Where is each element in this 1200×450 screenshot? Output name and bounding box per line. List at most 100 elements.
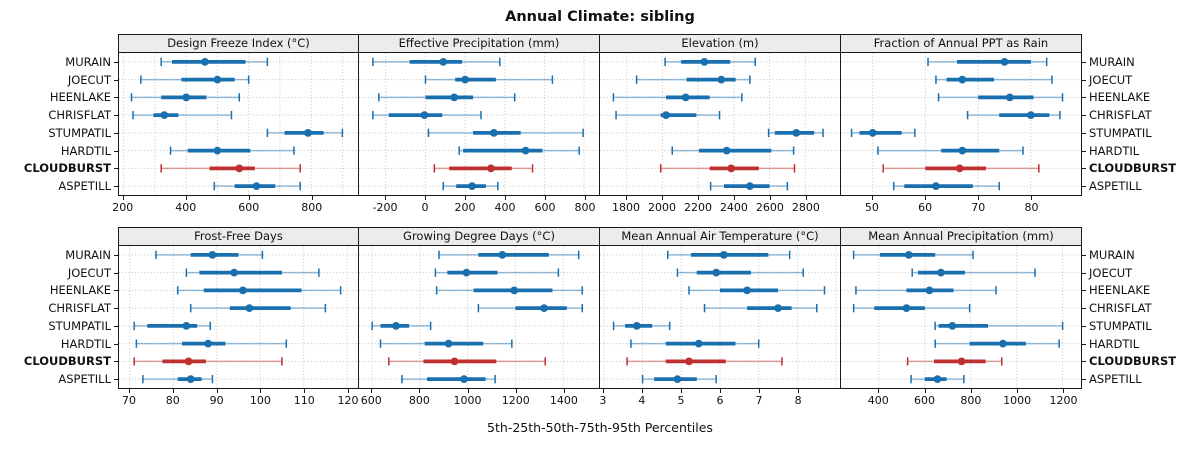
- x-tick-label: 4: [638, 394, 646, 407]
- x-tick-label: 200: [454, 201, 476, 214]
- site-label-heenlake: HEENLAKE: [1089, 90, 1151, 105]
- x-tick-mark: [924, 389, 926, 393]
- x-tick-mark: [563, 389, 565, 393]
- x-tick-label: 600: [360, 394, 382, 407]
- x-tick-mark: [544, 196, 546, 200]
- site-label-hardtil: HARDTIL: [60, 336, 111, 351]
- x-tick-mark: [385, 196, 386, 200]
- site-label-hardtil: HARDTIL: [1089, 336, 1140, 351]
- x-tick-mark: [172, 389, 174, 393]
- percentile-whisker-chrisflat: [372, 110, 482, 120]
- panel-canvas: [600, 53, 840, 195]
- median-dot: [450, 93, 459, 102]
- median-dot: [1026, 111, 1035, 120]
- y-tick-mark: [1082, 79, 1086, 81]
- percentile-whisker-aspetill: [641, 374, 717, 384]
- x-tick-label: 0: [421, 201, 429, 214]
- x-tick-mark: [216, 389, 218, 393]
- median-dot: [182, 321, 191, 330]
- x-tick-mark: [425, 196, 426, 200]
- y-tick-mark: [1082, 115, 1086, 117]
- panel-row-bottom: MURAIN JOECUT HEENLAKE CHRISFLAT STUMPATIL HA…: [8, 227, 1192, 410]
- x-tick-mark: [978, 196, 980, 200]
- median-dot: [868, 128, 877, 137]
- panel-growing-degree-days-c-: Growing Degree Days (°C) 600 800 1000 1200 14…: [358, 227, 600, 410]
- x-tick-mark: [970, 389, 972, 393]
- y-tick-mark: [114, 290, 118, 292]
- median-dot: [184, 357, 193, 366]
- site-label-joecut: JOECUT: [67, 265, 111, 280]
- y-tick-mark: [1082, 168, 1086, 170]
- x-tick-label: 1000: [1003, 394, 1032, 407]
- median-dot: [186, 375, 195, 384]
- median-dot: [681, 93, 690, 102]
- panel-canvas: [600, 246, 840, 388]
- x-tick-mark: [185, 196, 187, 200]
- percentile-whisker-cloudburst: [882, 164, 1040, 173]
- x-tick-mark: [122, 196, 124, 200]
- x-tick-mark: [504, 196, 506, 200]
- gridlines: [600, 246, 840, 388]
- x-tick-label: 90: [209, 394, 224, 407]
- x-tick-label: 2600: [755, 201, 784, 214]
- panel-x-axis: -200 0 200 400 600 800: [358, 196, 600, 217]
- x-tick-label: 110: [293, 394, 315, 407]
- panel-x-axis: 3 4 5 6 7 8: [599, 389, 841, 410]
- median-dot: [439, 57, 448, 66]
- percentile-caption: 5th-25th-50th-75th-95th Percentiles: [487, 420, 713, 435]
- figure-title: Annual Climate: sibling: [505, 9, 695, 25]
- median-dot: [521, 146, 530, 155]
- percentile-whisker-stumpatil: [427, 128, 584, 138]
- x-tick-mark: [759, 389, 761, 393]
- percentile-whisker-joecut: [140, 75, 250, 84]
- y-tick-mark: [114, 379, 118, 381]
- x-tick-mark: [128, 389, 130, 393]
- y-tick-mark: [1082, 290, 1086, 292]
- site-label-joecut: JOECUT: [1089, 265, 1133, 280]
- median-dot: [213, 146, 222, 155]
- median-dot: [904, 250, 913, 259]
- site-label-joecut: JOECUT: [1089, 72, 1133, 87]
- site-label-cloudburst: CLOUDBURST: [1089, 161, 1177, 176]
- percentile-whisker-chrisflat: [477, 303, 584, 313]
- x-tick-label: 100: [249, 394, 271, 407]
- percentile-whisker-stumpatil: [934, 321, 1064, 331]
- site-label-cloudburst: CLOUDBURST: [23, 354, 111, 369]
- percentile-whisker-hardtil: [934, 339, 1060, 348]
- x-tick-mark: [602, 389, 604, 393]
- panel-canvas: [119, 53, 358, 195]
- median-dot: [933, 375, 942, 384]
- percentile-whisker-hardtil: [169, 146, 295, 155]
- panel-x-axis: 400 600 800 1000 1200: [840, 389, 1082, 410]
- median-dot: [932, 182, 940, 191]
- site-label-cloudburst: CLOUDBURST: [1089, 354, 1177, 369]
- y-tick-mark: [1082, 379, 1086, 381]
- x-tick-mark: [348, 389, 350, 393]
- median-dot: [182, 93, 191, 102]
- percentile-whisker-heenlake: [130, 93, 241, 102]
- x-tick-mark: [311, 196, 313, 200]
- percentile-whisker-joecut: [935, 75, 1053, 84]
- percentile-whisker-joecut: [185, 268, 320, 277]
- panel-mean-annual-precipitation-mm-: Mean Annual Precipitation (mm) 400 600 800 1…: [840, 227, 1082, 410]
- y-tick-mark: [114, 168, 118, 170]
- site-label-chrisflat: CHRISFLAT: [48, 108, 111, 123]
- x-tick-label: 60: [918, 201, 933, 214]
- x-tick-label: 800: [301, 201, 323, 214]
- y-tick-mark: [1082, 325, 1086, 327]
- panel-plot-area: [118, 246, 359, 389]
- y-tick-mark: [114, 186, 118, 188]
- x-tick-label: 800: [408, 394, 430, 407]
- y-tick-mark: [1082, 272, 1086, 274]
- gridlines: [841, 246, 1081, 388]
- median-dot: [1005, 93, 1014, 102]
- panel-header: Growing Degree Days (°C): [358, 227, 600, 246]
- percentile-whisker-aspetill: [709, 181, 789, 191]
- percentile-whisker-cloudburst: [160, 164, 301, 173]
- gridlines: [841, 53, 1081, 195]
- y-tick-mark: [114, 61, 118, 63]
- median-dot: [958, 146, 967, 155]
- panel-plot-area: [599, 53, 841, 196]
- panel-effective-precipitation-mm-: Effective Precipitation (mm) -200 0 200 400 6…: [358, 34, 600, 217]
